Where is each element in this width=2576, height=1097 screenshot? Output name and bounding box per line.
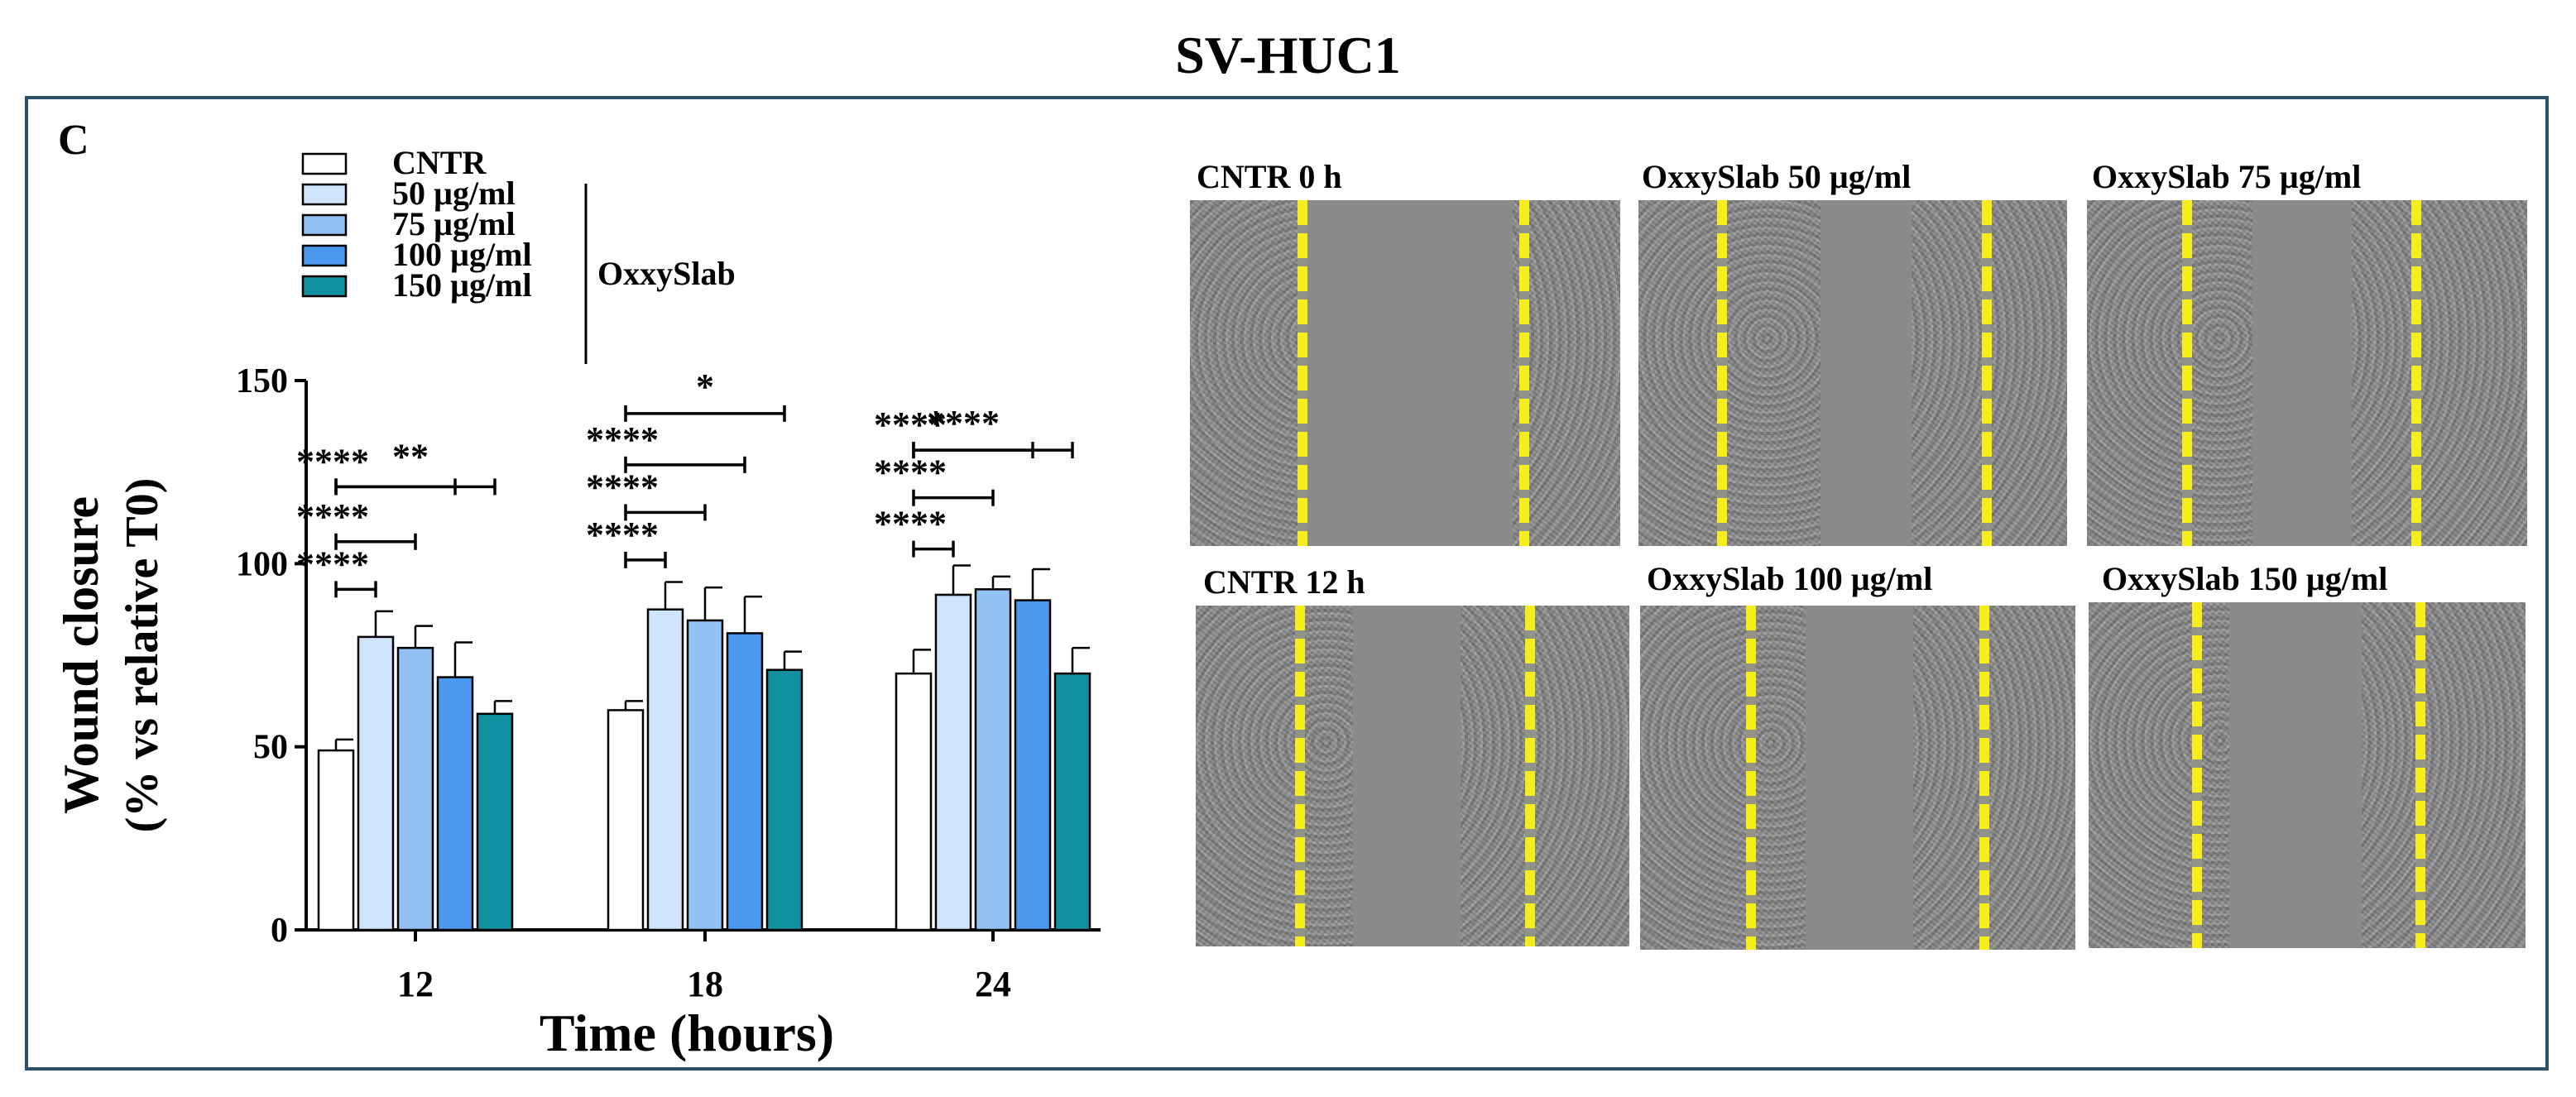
micrograph-label: CNTR 12 h: [1203, 563, 1365, 601]
bar-50-g-ml: [934, 593, 972, 932]
micrograph-label: OxxySlab 50 µg/ml: [1642, 158, 1912, 195]
wound-gap: [1306, 200, 1513, 546]
wound-gap: [1820, 200, 1912, 546]
y-tick-label: 50: [253, 729, 288, 767]
sig-label: ****: [296, 441, 369, 481]
scratch-edge-dash-gap: [2192, 602, 2202, 948]
scratch-edge-dash-gap: [1525, 606, 1535, 946]
bar-100-g-ml: [1014, 599, 1052, 932]
scratch-edge-dash-gap: [1982, 200, 1992, 546]
micrograph-image: [1196, 606, 1629, 946]
scratch-edge-dash-gap: [1746, 606, 1756, 950]
micrograph-label: OxxySlab 100 µg/ml: [1647, 560, 1933, 597]
micrograph-image: [2089, 602, 2526, 948]
scratch-edge-dash-gap: [2411, 200, 2421, 546]
bar-50-g-ml: [357, 635, 395, 932]
y-axis-subtitle: (% vs relative T0): [117, 478, 168, 833]
x-tick-label: 24: [975, 964, 1011, 1004]
scratch-edge-dash-gap: [2415, 602, 2425, 948]
panel-letter: C: [58, 117, 89, 164]
bar-cntr: [607, 709, 645, 932]
sig-label: ****: [874, 504, 947, 544]
x-tick-label: 18: [687, 964, 723, 1004]
scratch-edge-dash-gap: [1295, 606, 1305, 946]
sig-label: ****: [874, 453, 947, 493]
x-tick-label: 12: [397, 964, 434, 1004]
scratch-edge-dash-gap: [1298, 200, 1307, 546]
legend-label: 50 µg/ml: [392, 175, 516, 212]
sig-label: ****: [586, 467, 659, 507]
sig-label: **: [392, 436, 429, 477]
micrograph-label: OxxySlab 150 µg/ml: [2102, 560, 2388, 597]
bar-75-g-ml: [686, 619, 724, 932]
sig-label: ****: [586, 419, 659, 460]
y-tick-label: 100: [236, 545, 288, 583]
legend-group-label: OxxySlab: [597, 255, 736, 292]
bar-75-g-ml: [396, 646, 434, 932]
wound-gap: [1806, 606, 1913, 950]
micrograph-label: OxxySlab 75 µg/ml: [2092, 158, 2362, 195]
bar-150-g-ml: [1053, 672, 1091, 932]
legend-swatch: [301, 244, 348, 267]
bar-50-g-ml: [646, 608, 684, 932]
x-axis-title: Time (hours): [540, 1004, 834, 1062]
legend-label: 150 µg/ml: [392, 266, 532, 304]
panel-frame: [25, 96, 2549, 1071]
sig-label: *: [696, 366, 714, 407]
legend-swatch: [301, 183, 348, 206]
legend-label: CNTR: [392, 144, 487, 181]
micrograph-image: [2087, 200, 2527, 546]
legend-swatch: [301, 152, 348, 175]
micrograph-image: [1638, 200, 2067, 546]
sig-label: ****: [296, 544, 369, 584]
micrograph-image: [1640, 606, 2075, 950]
legend-swatch: [301, 213, 348, 237]
sig-label: ****: [586, 515, 659, 555]
legend-swatch: [301, 275, 348, 298]
legend-label: 100 µg/ml: [392, 236, 532, 273]
sig-label: ****: [296, 496, 369, 537]
legend-label: 75 µg/ml: [392, 205, 516, 242]
figure-title: SV-HUC1: [1175, 26, 1401, 84]
bar-cntr: [895, 672, 933, 932]
bar-150-g-ml: [476, 712, 514, 932]
scratch-edge-dash-gap: [2182, 200, 2192, 546]
bar-cntr: [317, 749, 355, 932]
scratch-edge-dash-gap: [1717, 200, 1727, 546]
wound-gap: [1353, 606, 1461, 946]
bar-150-g-ml: [765, 668, 804, 932]
micrograph-label: CNTR 0 h: [1197, 158, 1342, 195]
bar-100-g-ml: [436, 676, 474, 932]
bar-75-g-ml: [974, 588, 1012, 932]
bar-100-g-ml: [726, 632, 764, 932]
y-tick-label: 0: [271, 912, 288, 950]
wound-gap: [2252, 200, 2352, 546]
wound-gap: [2229, 602, 2362, 948]
sig-label: ****: [874, 405, 947, 445]
micrograph-image: [1190, 200, 1620, 546]
sig-label: ****: [927, 403, 1000, 443]
y-tick-label: 150: [236, 362, 288, 400]
y-axis-title: Wound closure: [54, 496, 108, 814]
scratch-edge-dash-gap: [1979, 606, 1989, 950]
scratch-edge-dash-gap: [1519, 200, 1529, 546]
